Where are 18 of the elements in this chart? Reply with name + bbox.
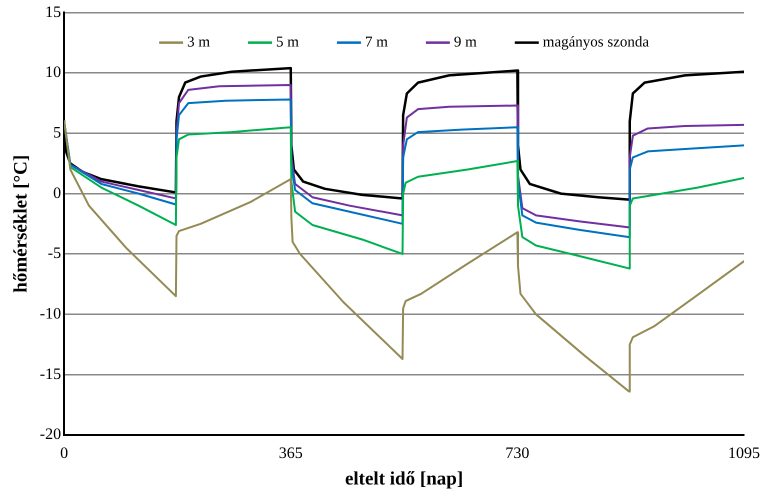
y-tick-label: -15 [40,366,62,383]
y-tick-label: -10 [40,306,62,323]
legend-label: 3 m [187,34,210,51]
x-axis-title: eltelt idő [nap] [344,468,464,490]
y-tick-label: -20 [40,426,62,444]
y-tick-label: 5 [53,124,62,142]
legend-label: magányos szonda [542,34,650,51]
y-tick-label: 0 [53,184,62,202]
y-axis-title: hőmérséklet [°C] [10,154,32,293]
legend-label: 9 m [454,34,478,51]
y-tick-label: 15 [45,4,62,21]
y-tick-label: 10 [45,64,62,82]
x-tick-label: 365 [278,444,303,462]
legend-label: 5 m [276,34,300,51]
x-tick-label: 1095 [728,444,760,462]
y-tick-label: -5 [48,245,62,262]
x-tick-label: 730 [505,444,530,462]
legend-label: 7 m [364,34,388,51]
